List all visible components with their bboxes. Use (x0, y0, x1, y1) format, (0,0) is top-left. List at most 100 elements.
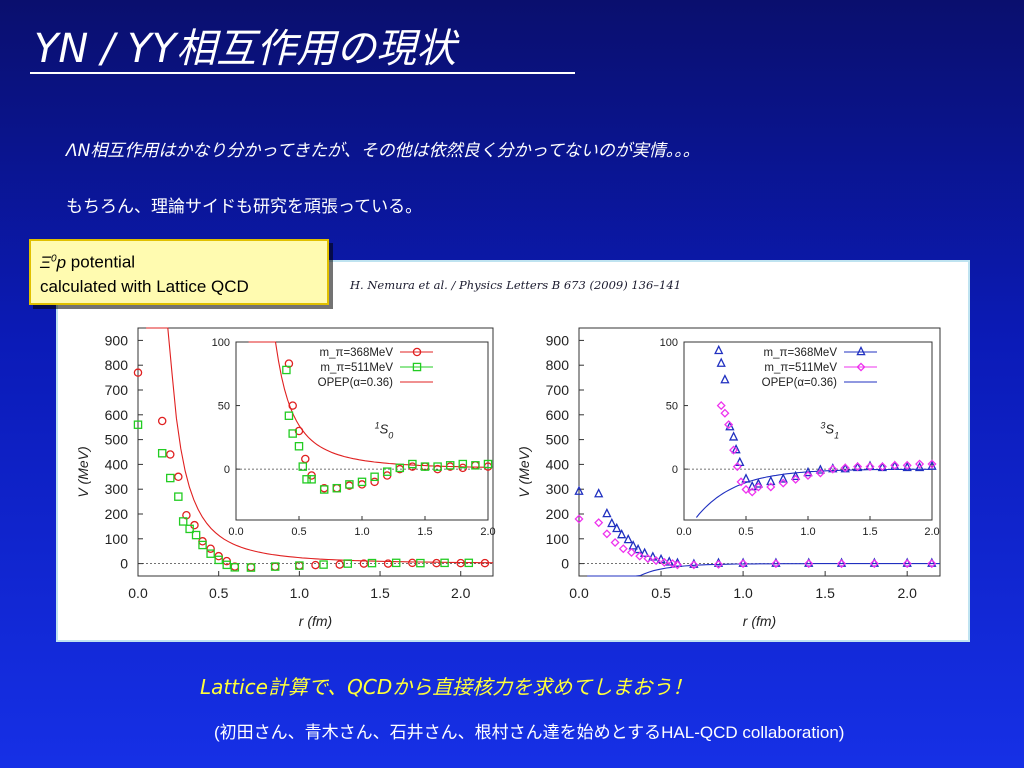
data-point (456, 558, 465, 568)
data-point (367, 558, 377, 568)
x-axis-label: r (fm) (743, 613, 776, 629)
inset-y-tick-label: 0 (224, 464, 230, 476)
data-point (408, 558, 417, 568)
inset-data-point (408, 459, 417, 469)
statement-lambda-n: ΛN相互作用はかなり分かってきたが、その他は依然良く分かってないのが実情。。。 (66, 141, 700, 161)
inset-data-point (747, 487, 757, 497)
y-tick-label: 700 (105, 382, 129, 398)
inset-data-point (853, 462, 863, 472)
data-point (416, 558, 425, 568)
y-tick-label: 400 (105, 456, 129, 472)
data-point (837, 559, 847, 569)
opep-curve (587, 563, 940, 577)
inset-data-point (433, 462, 442, 471)
data-point (311, 560, 320, 570)
inset-data-point (914, 461, 925, 472)
data-point (639, 547, 650, 557)
inset-data-point (282, 365, 291, 375)
inset-data-point (420, 462, 430, 471)
data-point (270, 562, 280, 571)
inset-data-point (865, 462, 875, 472)
inset-data-point (877, 462, 887, 472)
inset-x-tick-label: 1.0 (800, 526, 815, 538)
inset-data-point (483, 459, 493, 469)
x-tick-label: 2.0 (451, 585, 471, 601)
data-point (343, 559, 353, 568)
data-point (626, 547, 637, 557)
inset-data-point (298, 462, 308, 471)
data-point (612, 522, 622, 533)
inset-data-point (741, 484, 751, 495)
inset-data-point (890, 460, 900, 470)
inset-data-point (915, 459, 925, 469)
data-point (206, 549, 215, 558)
y-axis-label: V (MeV) (516, 446, 532, 497)
data-point (689, 560, 699, 570)
data-point (713, 559, 723, 569)
data-point (391, 558, 401, 568)
y-tick-label: 400 (546, 456, 570, 472)
data-point (214, 555, 223, 565)
inset-data-point (791, 474, 801, 484)
inset-channel-label: 1S0 (375, 421, 394, 441)
inset-data-point (357, 477, 367, 487)
data-point (804, 559, 814, 569)
inset-data-point (445, 461, 455, 470)
data-point (440, 558, 449, 568)
data-point (157, 448, 167, 458)
data-point (738, 559, 748, 569)
legend-label: m_π=511MeV (764, 362, 837, 374)
inset-data-point (927, 459, 937, 469)
y-tick-label: 500 (105, 432, 129, 448)
y-tick-label: 700 (546, 382, 570, 398)
inset-data-point (284, 411, 294, 420)
inset-y-tick-label: 0 (672, 464, 678, 476)
figure-panel: 0 100 200 300 400 500 600 700 800 900 0.0 0.5 1.0 1.5… (56, 260, 970, 642)
y-tick-label: 200 (105, 506, 129, 522)
data-point (635, 551, 645, 561)
data-point (230, 563, 240, 572)
data-point (927, 559, 937, 569)
inset-y-tick-label: 50 (666, 401, 678, 413)
data-point (166, 450, 175, 459)
inset-x-tick-label: 1.5 (417, 526, 432, 538)
data-point (574, 514, 584, 524)
y-tick-label: 200 (546, 506, 570, 522)
inset-y-tick-label: 50 (218, 401, 230, 413)
inset-data-point (729, 445, 739, 455)
y-tick-label: 500 (546, 432, 570, 448)
data-point (623, 533, 633, 544)
data-point (574, 485, 584, 495)
inset-data-point (753, 482, 763, 492)
inset-data-point (766, 475, 776, 486)
main-plot-frame (137, 327, 494, 577)
data-point (659, 557, 669, 567)
inset-data-point (307, 475, 316, 484)
inset-data-point (332, 483, 342, 493)
y-tick-label: 600 (105, 407, 129, 423)
inset-data-point (815, 468, 825, 478)
y-tick-label: 0 (120, 556, 128, 572)
callout-box: Ξ0p potential calculated with Lattice QC… (29, 239, 329, 305)
inset-data-point (382, 467, 392, 476)
inset-data-point (302, 475, 311, 484)
inset-data-point (319, 485, 329, 494)
inset-x-tick-label: 2.0 (480, 526, 495, 538)
y-tick-label: 800 (105, 357, 129, 373)
data-point (480, 558, 490, 568)
data-point (594, 488, 604, 498)
y-tick-label: 300 (105, 481, 129, 497)
data-point (651, 556, 661, 566)
inset-data-point (471, 461, 480, 470)
callout-line-1: Ξ0p potential (40, 247, 327, 275)
data-point (319, 560, 328, 569)
data-point (198, 540, 207, 550)
data-point (607, 517, 617, 528)
x-tick-label: 1.5 (815, 585, 835, 601)
x-tick-label: 1.0 (733, 585, 753, 601)
data-point (594, 518, 604, 528)
inset-data-point (753, 478, 764, 488)
opep-curve (146, 327, 494, 564)
data-point (610, 538, 620, 548)
